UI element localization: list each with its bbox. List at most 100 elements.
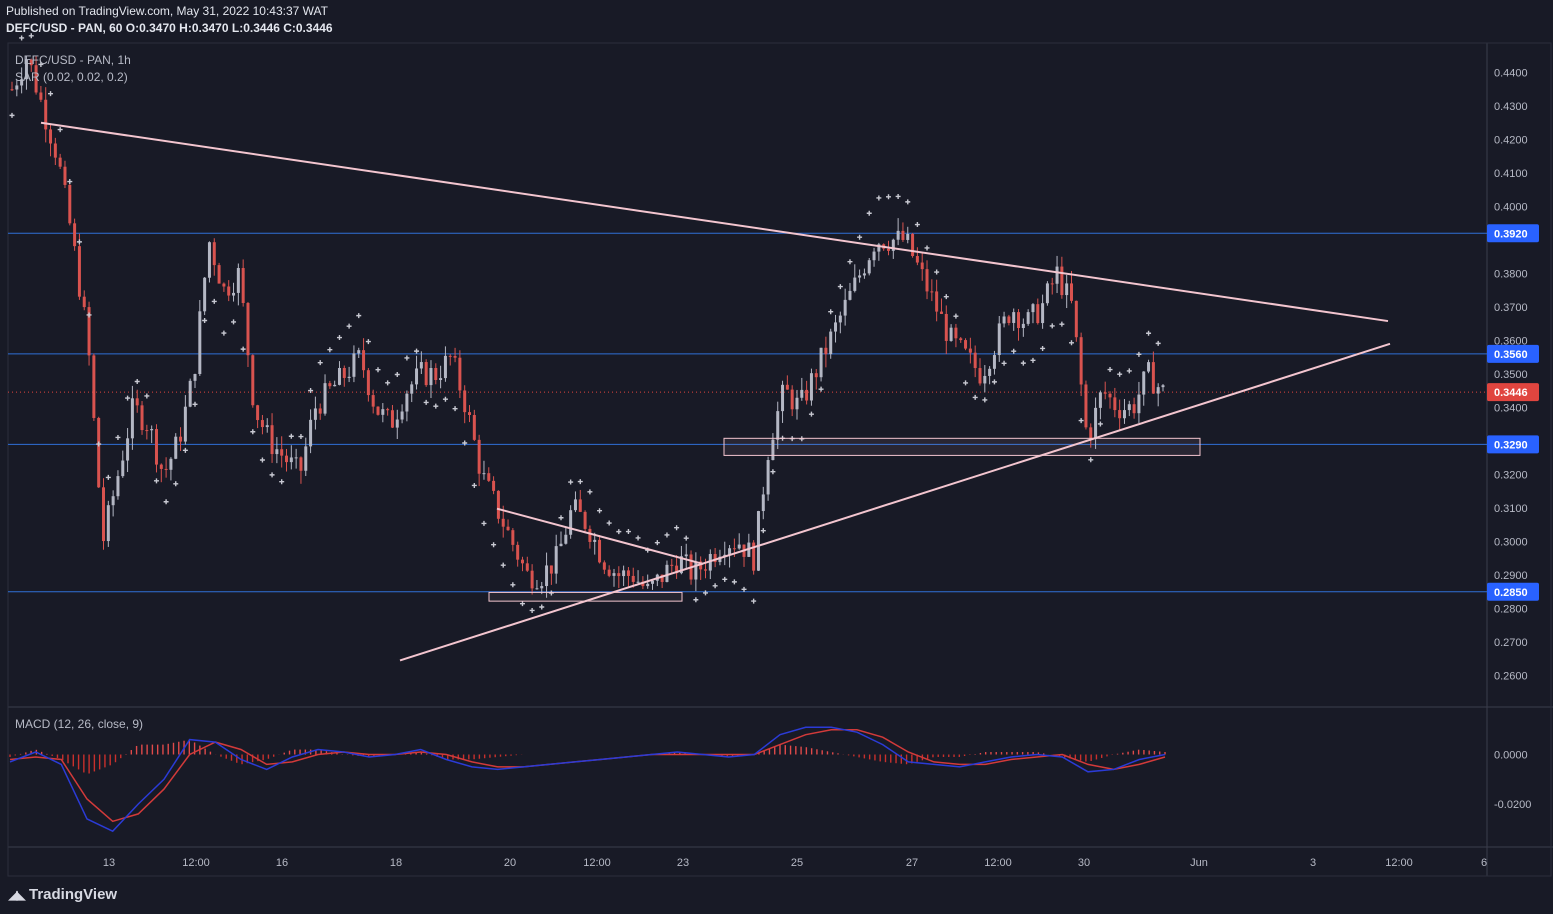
- candle-body: [660, 574, 664, 582]
- candle-body: [29, 59, 33, 66]
- price-tick-label: 0.4300: [1494, 101, 1528, 113]
- candle-body: [569, 510, 573, 535]
- candle-body: [506, 526, 510, 531]
- candle-body: [1147, 362, 1151, 372]
- sar-dot: [365, 339, 371, 345]
- sar-dot: [664, 532, 670, 538]
- price-tick-label: 0.2600: [1494, 671, 1528, 683]
- upper-trendline: [40, 121, 1389, 323]
- sar-dot: [972, 394, 978, 400]
- sar-dot: [924, 245, 930, 251]
- candle-body: [684, 554, 688, 557]
- tradingview-icon: ◢◣: [8, 886, 26, 902]
- candle-body: [58, 157, 62, 167]
- candle-body: [877, 244, 881, 252]
- symbol-ohlc-line: DEFC/USD - PAN, 60 O:0.3470 H:0.3470 L:0…: [6, 21, 333, 35]
- sar-dot: [105, 474, 111, 480]
- sar-dot: [250, 429, 256, 435]
- price-tick-label: 0.4000: [1494, 202, 1528, 214]
- time-tick-label: 27: [906, 857, 918, 869]
- candle-body: [169, 458, 173, 470]
- sar-dot: [356, 313, 362, 319]
- sar-dot: [500, 562, 506, 568]
- candle-body: [1151, 362, 1155, 394]
- sar-dot: [288, 433, 294, 439]
- sar-dot: [1001, 360, 1007, 366]
- candle-body: [891, 239, 895, 251]
- candle-body: [713, 554, 717, 563]
- candle-body: [829, 331, 833, 355]
- candle-body: [227, 286, 231, 296]
- candle-body: [73, 223, 77, 247]
- candles-group: [10, 55, 1165, 598]
- sar-dot: [86, 312, 92, 318]
- candle-body: [241, 268, 245, 304]
- sar-dot: [346, 323, 352, 329]
- sar-dot: [462, 440, 468, 446]
- sar-dot: [731, 579, 737, 585]
- price-tick-label: 0.3000: [1494, 537, 1528, 549]
- candle-body: [564, 534, 568, 544]
- candle-body: [1118, 410, 1122, 419]
- candle-body: [1127, 404, 1131, 411]
- sar-dot: [1126, 368, 1132, 374]
- candle-body: [477, 439, 481, 474]
- candle-body: [183, 406, 187, 442]
- candle-body: [304, 446, 308, 471]
- candle-body: [87, 307, 91, 356]
- candle-body: [366, 370, 370, 396]
- candle-body: [68, 184, 72, 224]
- candle-body: [1089, 427, 1093, 440]
- sar-dot: [134, 379, 140, 384]
- candle-body: [207, 242, 211, 278]
- candle-body: [549, 565, 553, 574]
- candle-body: [159, 464, 163, 469]
- candle-body: [848, 290, 852, 300]
- sar-dot: [298, 434, 304, 440]
- macd-legend[interactable]: MACD (12, 26, close, 9): [15, 717, 144, 731]
- candle-body: [39, 92, 43, 100]
- candle-body: [1060, 266, 1064, 296]
- candle-body: [376, 406, 380, 415]
- sar-dot: [394, 372, 400, 378]
- sar-dot: [587, 489, 593, 495]
- candle-body: [34, 65, 38, 93]
- candle-body: [381, 409, 385, 415]
- candle-body: [973, 352, 977, 369]
- candle-body: [313, 408, 317, 420]
- candle-body: [790, 389, 794, 410]
- sar-dot: [38, 61, 44, 67]
- price-tick-label: 0.3700: [1494, 302, 1528, 314]
- sar-dot: [808, 411, 814, 417]
- candle-body: [53, 143, 57, 158]
- sar-dot: [857, 234, 863, 240]
- support-zone-upper: [723, 437, 1201, 456]
- sar-dot: [529, 607, 535, 613]
- candle-body: [516, 544, 520, 560]
- candle-body: [694, 561, 698, 580]
- candle-body: [126, 438, 130, 461]
- candle-body: [232, 292, 236, 296]
- price-tick-label: 0.3200: [1494, 470, 1528, 482]
- candle-body: [964, 340, 968, 349]
- candle-body: [496, 490, 500, 519]
- candle-body: [617, 573, 621, 577]
- candle-body: [732, 548, 736, 550]
- sar-dot: [163, 499, 169, 505]
- price-tick-label: 0.4400: [1494, 68, 1528, 80]
- sar-dot: [96, 441, 102, 447]
- candle-body: [458, 357, 462, 391]
- candle-body: [145, 430, 149, 432]
- candle-body: [1012, 312, 1016, 323]
- candle-body: [824, 347, 828, 355]
- price-tick-label: 0.3500: [1494, 369, 1528, 381]
- sar-legend[interactable]: SAR (0.02, 0.02, 0.2): [15, 70, 128, 84]
- series-legend[interactable]: DEFC/USD - PAN, 1h: [15, 53, 131, 67]
- candle-body: [901, 230, 905, 240]
- candle-body: [44, 99, 48, 130]
- candle-body: [525, 563, 529, 571]
- sar-dot: [28, 33, 34, 39]
- sar-dot: [1011, 348, 1017, 354]
- candle-body: [1050, 283, 1054, 285]
